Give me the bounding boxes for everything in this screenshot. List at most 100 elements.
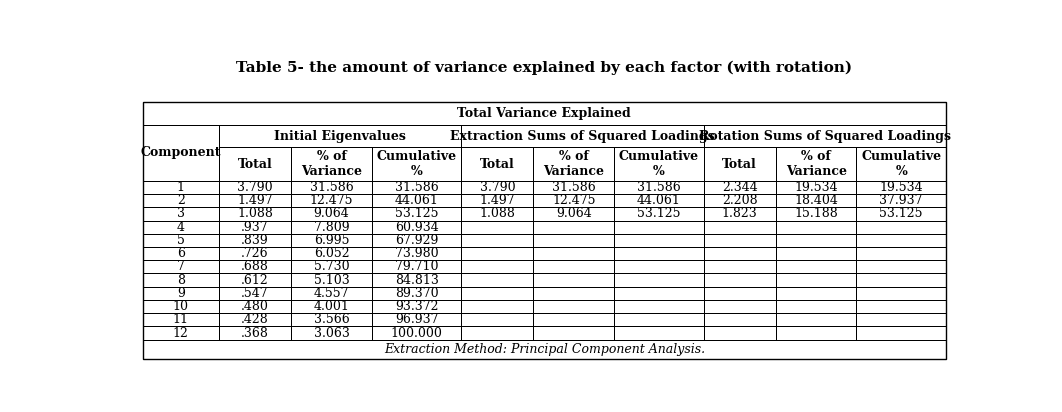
Bar [461,194,533,207]
Text: Table 5- the amount of variance explained by each factor (with rotation): Table 5- the amount of variance explaine… [236,61,853,75]
Bar [291,181,372,194]
Text: .547: .547 [241,287,269,300]
Bar [775,300,856,313]
Bar [614,234,704,247]
Text: .428: .428 [241,314,269,326]
Bar [775,274,856,287]
Bar [775,287,856,300]
Text: 93.372: 93.372 [395,300,439,313]
Text: 1.823: 1.823 [722,207,757,220]
Text: % of
Variance: % of Variance [786,150,846,178]
Bar [219,326,291,340]
Bar [142,287,219,300]
Bar [291,313,372,326]
Text: Extraction Sums of Squared Loadings: Extraction Sums of Squared Loadings [450,129,715,143]
Bar [461,207,533,220]
Bar [142,181,219,194]
Text: 73.980: 73.980 [395,247,439,260]
Text: Initial Eigenvalues: Initial Eigenvalues [274,129,406,143]
Text: 2.344: 2.344 [722,181,757,194]
Text: 5.103: 5.103 [313,274,349,287]
Bar [533,147,614,181]
Bar [142,247,219,260]
Text: 53.125: 53.125 [879,207,923,220]
Bar [614,147,704,181]
Bar [219,234,291,247]
Bar [219,313,291,326]
Bar [219,181,291,194]
Bar [775,247,856,260]
Text: 4.001: 4.001 [313,300,349,313]
Bar [372,181,461,194]
Bar [856,247,946,260]
Bar [704,147,775,181]
Bar [291,234,372,247]
Bar [856,220,946,234]
Bar [461,124,704,147]
Text: 1.088: 1.088 [479,207,515,220]
Text: 12: 12 [173,327,189,339]
Bar [704,247,775,260]
Bar [533,274,614,287]
Bar [461,247,533,260]
Text: Total: Total [238,158,273,171]
Text: 44.061: 44.061 [395,194,439,207]
Text: 6: 6 [177,247,185,260]
Text: 11: 11 [173,314,189,326]
Text: % of
Variance: % of Variance [301,150,362,178]
Bar [291,326,372,340]
Bar [856,194,946,207]
Text: 60.934: 60.934 [395,221,439,234]
Bar [291,274,372,287]
Bar [291,247,372,260]
Bar [704,124,946,147]
Text: 5: 5 [177,234,185,247]
Text: 3.790: 3.790 [480,181,515,194]
Bar [704,326,775,340]
Bar [372,274,461,287]
Bar [533,247,614,260]
Bar [775,207,856,220]
Text: Extraction Method: Principal Component Analysis.: Extraction Method: Principal Component A… [383,343,705,356]
Bar [291,260,372,274]
Text: 5.730: 5.730 [313,260,349,274]
Bar [142,326,219,340]
Bar [219,194,291,207]
Text: 67.929: 67.929 [395,234,439,247]
Bar [142,220,219,234]
Bar [219,207,291,220]
Bar [291,194,372,207]
Text: 7.809: 7.809 [313,221,349,234]
Bar [775,260,856,274]
Text: 100.000: 100.000 [391,327,443,339]
Bar [614,207,704,220]
Bar [614,194,704,207]
Bar [614,313,704,326]
Bar [704,234,775,247]
Bar [704,274,775,287]
Text: 10: 10 [173,300,189,313]
Text: 53.125: 53.125 [395,207,439,220]
Text: 9.064: 9.064 [313,207,349,220]
Text: 3.063: 3.063 [313,327,349,339]
Text: 1.497: 1.497 [237,194,273,207]
Text: 89.370: 89.370 [395,287,439,300]
Bar [461,234,533,247]
Text: 9.064: 9.064 [555,207,592,220]
Bar [704,300,775,313]
Text: % of
Variance: % of Variance [544,150,604,178]
Bar [533,313,614,326]
Text: 53.125: 53.125 [637,207,681,220]
Text: 31.586: 31.586 [395,181,439,194]
Bar [372,207,461,220]
Text: Cumulative
%: Cumulative % [619,150,699,178]
Bar [775,194,856,207]
Text: .839: .839 [241,234,269,247]
Text: .368: .368 [241,327,269,339]
Text: 4: 4 [177,221,185,234]
Bar [856,207,946,220]
Bar [533,300,614,313]
Bar [461,274,533,287]
Bar [142,313,219,326]
Text: Total: Total [480,158,515,171]
